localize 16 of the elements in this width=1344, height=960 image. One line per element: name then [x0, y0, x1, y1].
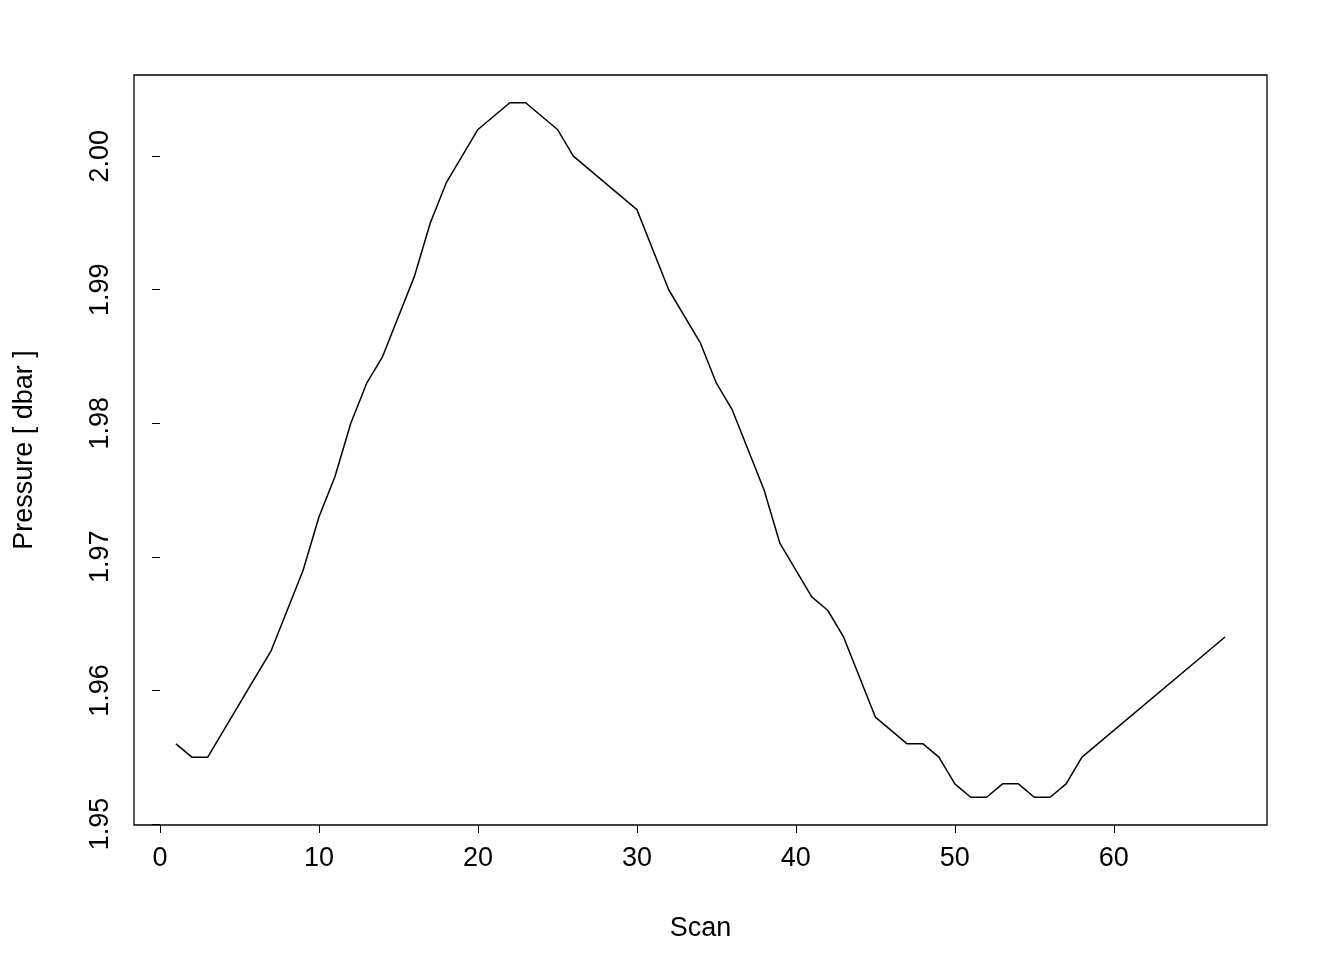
y-tick-label: 1.95 [83, 797, 114, 851]
y-tick-label: 1.97 [83, 530, 114, 584]
y-tick-label: 1.98 [83, 397, 114, 450]
x-tick-label: 10 [304, 841, 335, 872]
y-axis-title: Pressure [ dbar ] [7, 350, 38, 550]
x-tick-label: 0 [152, 841, 168, 872]
x-tick-label: 60 [1098, 841, 1129, 872]
x-tick-label: 30 [621, 841, 652, 872]
x-tick-label: 50 [939, 841, 970, 872]
y-tick-label: 1.99 [83, 263, 114, 317]
x-axis-title: Scan [669, 911, 732, 942]
line-series [175, 102, 1226, 798]
x-tick-label: 40 [780, 841, 811, 872]
x-tick-label: 20 [462, 841, 493, 872]
y-tick-label: 2.00 [83, 129, 114, 183]
y-tick-label: 1.96 [83, 664, 114, 717]
